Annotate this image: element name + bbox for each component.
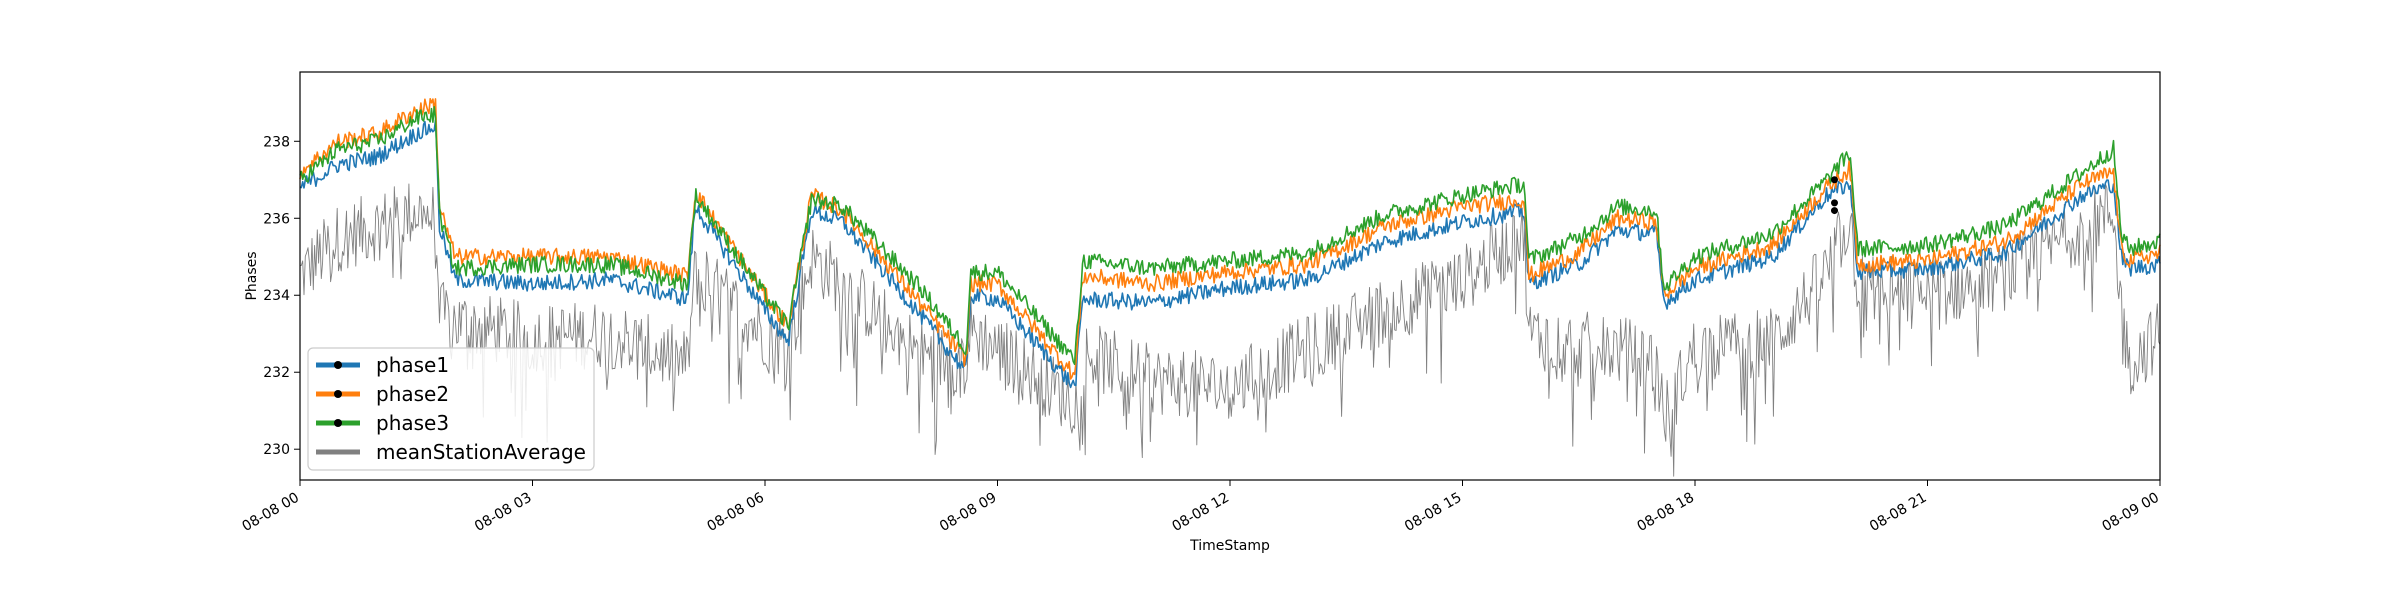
y-tick-label: 238	[263, 134, 290, 150]
marker-point-phase3	[1831, 176, 1838, 184]
legend-label-meanStationAverage: meanStationAverage	[376, 440, 586, 464]
y-axis-title: Phases	[244, 251, 260, 300]
legend-marker-phase2	[334, 390, 342, 398]
series-line-phase1	[299, 119, 2161, 389]
x-axis-title: TimeStamp	[1189, 538, 1270, 554]
y-tick-label: 234	[263, 288, 290, 304]
legend: phase1 phase2 phase3 meanStationAverage	[307, 347, 595, 471]
legend-box	[307, 347, 595, 471]
series-markers	[1831, 176, 1838, 215]
y-axis: 230 232 234 236 238	[263, 134, 300, 458]
marker-point-phase2	[1831, 199, 1838, 207]
legend-label-phase2: phase2	[376, 382, 449, 406]
y-tick-label: 236	[263, 211, 290, 227]
series-line-meanStationAverage	[299, 183, 2161, 477]
y-tick-label: 232	[263, 365, 290, 381]
legend-marker-phase3	[334, 419, 342, 427]
legend-marker-phase1	[334, 361, 342, 369]
series-lines	[299, 98, 2161, 477]
marker-point-phase1	[1831, 207, 1838, 215]
y-tick-label: 230	[263, 442, 290, 458]
legend-label-phase3: phase3	[376, 411, 449, 435]
legend-label-phase1: phase1	[376, 353, 449, 377]
series-line-phase3	[299, 106, 2161, 366]
